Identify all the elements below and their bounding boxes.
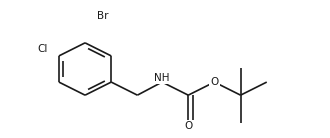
Text: Br: Br [97, 11, 108, 21]
Text: Cl: Cl [37, 44, 47, 54]
Text: O: O [184, 121, 192, 131]
Text: NH: NH [154, 73, 170, 83]
Text: O: O [210, 77, 218, 87]
